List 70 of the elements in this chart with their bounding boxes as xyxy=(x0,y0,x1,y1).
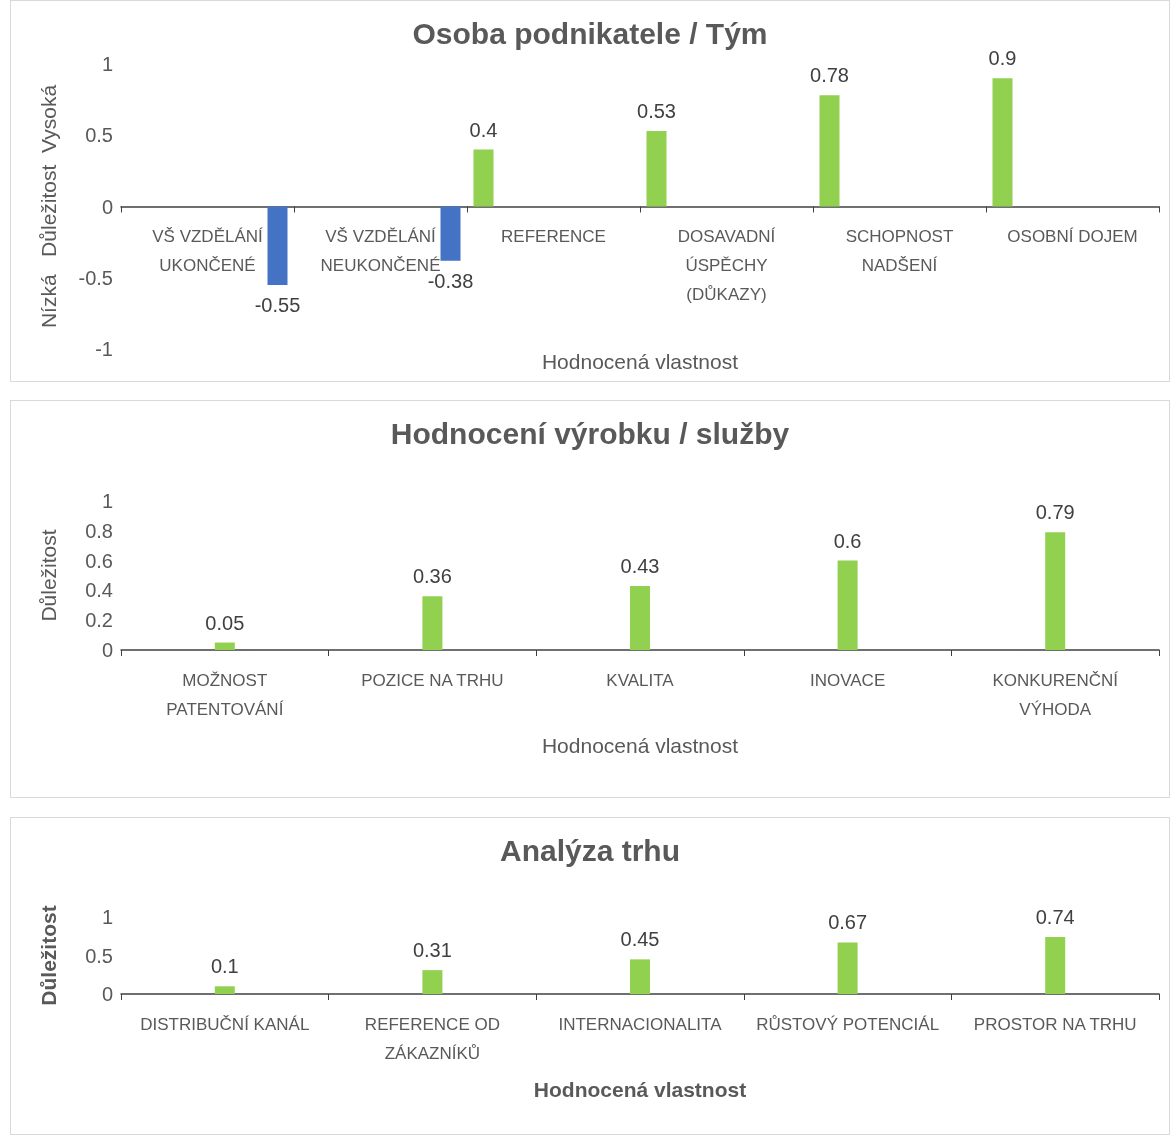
x-tick-label: KONKURENČNÍ VÝHODA xyxy=(992,671,1119,719)
chart-title: Osoba podnikatele / Tým xyxy=(412,16,768,50)
bar xyxy=(214,986,235,994)
data-label: 0.43 xyxy=(620,554,660,577)
y-tick-label: 0 xyxy=(101,195,113,218)
x-tick-label: REFERENCE xyxy=(501,226,606,246)
x-axis-title: Hodnocená vlastnost xyxy=(541,350,739,373)
bar xyxy=(422,596,443,650)
data-label: 0.31 xyxy=(412,939,452,962)
bar xyxy=(630,585,650,650)
data-label: 0.78 xyxy=(810,64,849,87)
x-tick-label: RŮSTOVÝ POTENCIÁL xyxy=(756,1015,940,1034)
data-label: 0.67 xyxy=(828,911,868,934)
data-label: 0.45 xyxy=(620,928,660,951)
x-tick-label: KVALITA xyxy=(606,671,675,690)
chart-title: Hodnocení výrobku / služby xyxy=(390,416,790,450)
x-tick-label: DISTRIBUČNÍ KANÁL xyxy=(140,1015,310,1034)
bar xyxy=(646,130,667,207)
x-tick-label: VŠ VZDĚLÁNÍ NEUKONČENÉ xyxy=(320,226,441,275)
x-tick-label: MOŽNOST PATENTOVÁNÍ xyxy=(166,671,284,719)
bar xyxy=(473,149,494,207)
bar xyxy=(440,206,461,261)
y-tick-label: -1 xyxy=(95,338,113,360)
data-label: 0.79 xyxy=(1035,501,1075,524)
x-tick-label: REFERENCE OD ZÁKAZNÍKŮ xyxy=(364,1015,500,1063)
y-tick-label: -0.5 xyxy=(78,266,113,289)
x-tick-label: PROSTOR NA TRHU xyxy=(973,1015,1137,1034)
x-tick-label: INTERNACIONALITA xyxy=(558,1015,723,1034)
y-tick-label: 0 xyxy=(101,639,113,661)
x-tick-label: VŠ VZDĚLÁNÍ UKONČENÉ xyxy=(152,226,264,275)
y-tick-label: 1 xyxy=(101,906,113,928)
data-label: 0.6 xyxy=(833,529,862,552)
bar xyxy=(819,95,840,207)
x-tick-label: SCHOPNOST NADŠENÍ xyxy=(845,226,954,275)
bar xyxy=(630,959,650,994)
y-tick-label: 0.5 xyxy=(85,124,113,147)
bar xyxy=(267,206,288,285)
data-label: -0.55 xyxy=(254,293,301,316)
y-tick-label: 0 xyxy=(101,983,113,1005)
x-tick-label: OSOBNÍ DOJEM xyxy=(1007,226,1138,246)
x-axis-title: Hodnocená vlastnost xyxy=(541,734,739,757)
y-tick-label: 0.6 xyxy=(85,549,113,572)
bar xyxy=(422,970,443,994)
x-tick-label: DOSAVADNÍ ÚSPĚCHY (DŮKAZY) xyxy=(677,226,776,304)
data-label: 0.4 xyxy=(469,118,498,141)
y-tick-label: 0.4 xyxy=(85,579,113,602)
y-tick-label: 1 xyxy=(101,53,113,75)
bar xyxy=(992,78,1013,207)
x-axis-title: Hodnocená vlastnost xyxy=(533,1078,747,1101)
y-axis-title: Důležitost xyxy=(37,529,60,622)
y-tick-label: 0.8 xyxy=(85,519,113,542)
y-axis-title: Nízká Důležitost Vysoká xyxy=(37,84,60,329)
data-label: 0.74 xyxy=(1035,906,1075,929)
bar xyxy=(837,560,858,650)
x-tick-label: POZICE NA TRHU xyxy=(361,671,504,690)
data-label: 0.9 xyxy=(988,47,1017,70)
chart-title: Analýza trhu xyxy=(499,833,681,867)
y-tick-label: 0.2 xyxy=(85,609,113,632)
data-label: 0.53 xyxy=(637,99,676,122)
y-tick-label: 1 xyxy=(101,490,113,512)
data-label: 0.36 xyxy=(412,565,452,588)
data-label: 0.1 xyxy=(210,955,239,978)
y-axis-title: Důležitost xyxy=(37,905,60,1006)
bar xyxy=(837,942,858,994)
y-tick-label: 0.5 xyxy=(85,944,113,967)
bar xyxy=(1045,532,1066,650)
data-label: 0.05 xyxy=(205,611,245,634)
bar xyxy=(214,642,235,650)
bar xyxy=(1045,937,1066,994)
x-tick-label: INOVACE xyxy=(809,671,886,690)
